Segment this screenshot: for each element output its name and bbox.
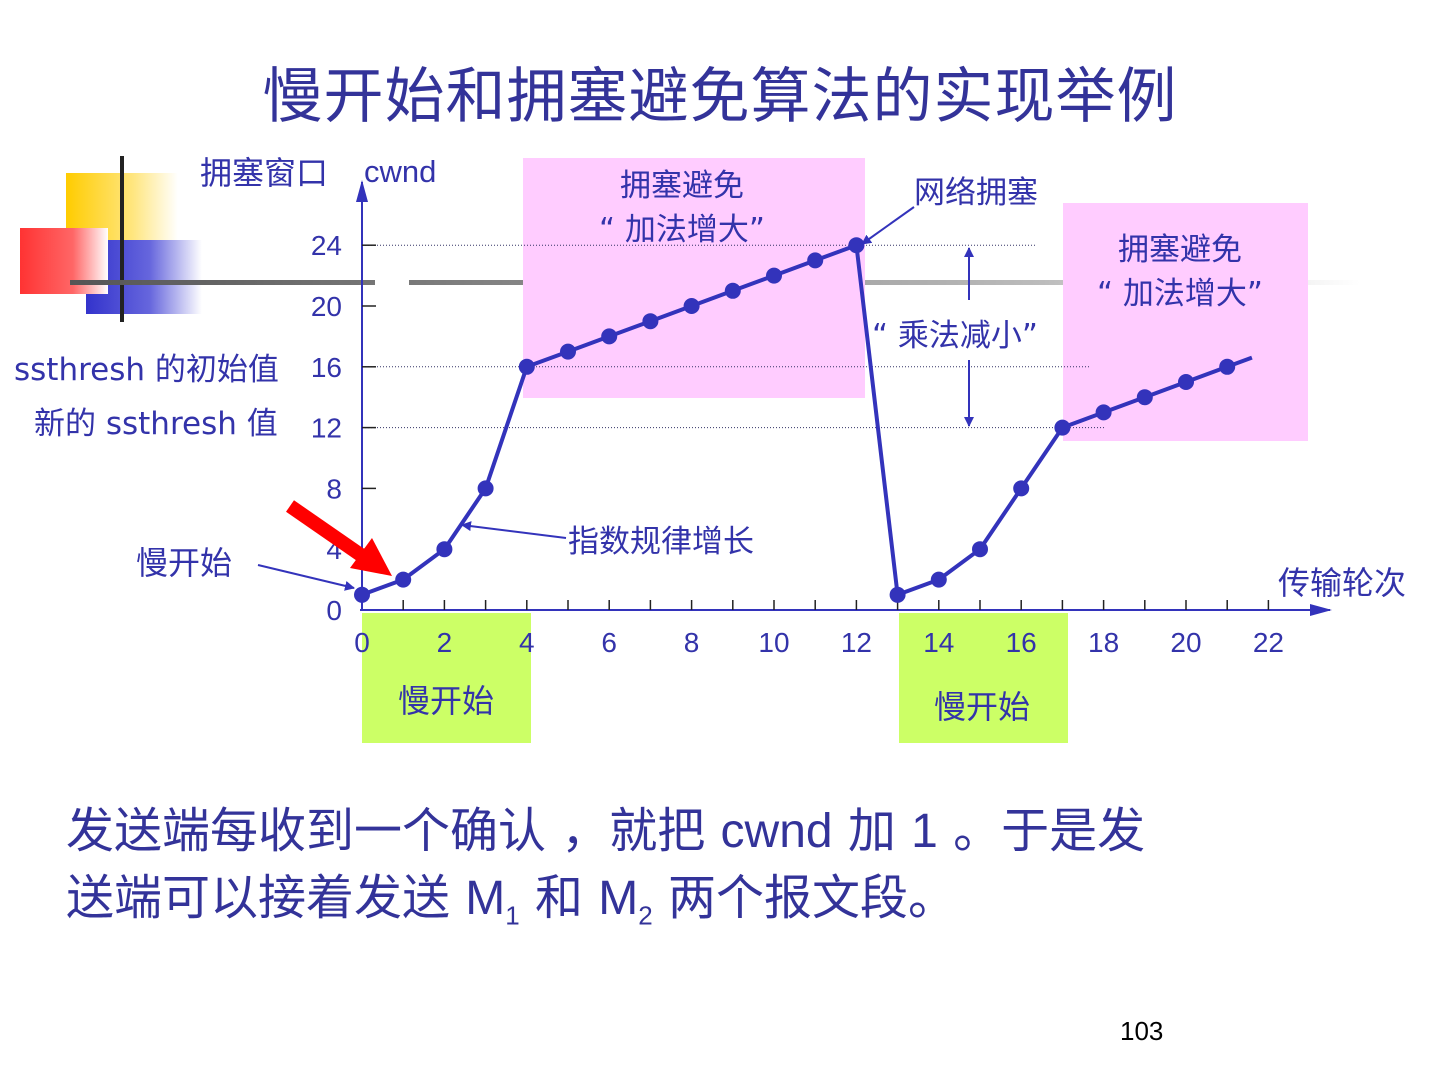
explanation-line-2: 送端可以接着发送 M1 和 M2 两个报文段。 bbox=[66, 865, 1386, 949]
x-tick-label: 4 bbox=[519, 627, 535, 658]
data-point bbox=[601, 328, 618, 345]
axes bbox=[356, 180, 1332, 616]
data-point bbox=[518, 358, 535, 375]
slide-title: 慢开始和拥塞避免算法的实现举例 bbox=[262, 62, 1178, 132]
slide-logo bbox=[20, 156, 202, 322]
x-tick-label: 2 bbox=[437, 627, 453, 658]
data-point bbox=[766, 267, 782, 284]
x-tick-label: 10 bbox=[758, 627, 789, 658]
data-point bbox=[972, 541, 988, 558]
x-ticks: 0 2 4 6 8 10 12 14 16 18 20 22 bbox=[354, 600, 1284, 658]
data-point bbox=[889, 586, 906, 603]
congestion-pointer bbox=[861, 206, 915, 245]
exponential-pointer bbox=[461, 521, 567, 539]
ca-box-2-subtitle: “ 加法增大” bbox=[1097, 276, 1263, 312]
red-arrow-icon bbox=[286, 500, 392, 576]
ss-box-2 bbox=[899, 613, 1068, 743]
data-point bbox=[560, 343, 576, 360]
text-m1: M bbox=[465, 872, 506, 925]
explanation-text: 发送端每收到一个确认 ，就把 cwnd 加 1 。于是发 送端可以接着发送 M1… bbox=[66, 798, 1386, 949]
text-m2: M bbox=[598, 872, 639, 925]
data-point bbox=[354, 586, 370, 603]
multiplicative-decrease-label: “ 乘法减小” bbox=[872, 318, 1038, 354]
congestion-label: 网络拥塞 bbox=[914, 175, 1038, 211]
text-cwnd: cwnd bbox=[720, 805, 833, 858]
data-point bbox=[683, 298, 700, 314]
y-tick-label: 20 bbox=[311, 291, 342, 322]
data-point bbox=[1013, 480, 1030, 497]
data-point bbox=[1219, 358, 1236, 375]
x-tick-label: 16 bbox=[1006, 627, 1037, 658]
exponential-growth-label: 指数规律增长 bbox=[568, 524, 754, 560]
data-point bbox=[724, 282, 741, 299]
text-part: 送端可以接着发送 bbox=[66, 870, 466, 926]
x-tick-label: 14 bbox=[923, 627, 954, 658]
slide-header-bar-gap bbox=[375, 278, 409, 287]
text-part: 两个报文段。 bbox=[652, 870, 956, 926]
x-tick-label: 8 bbox=[684, 627, 700, 658]
y-tick-label: 16 bbox=[311, 352, 342, 383]
data-point bbox=[477, 480, 494, 497]
x-tick-label: 12 bbox=[841, 627, 872, 658]
ca-box-2 bbox=[1063, 203, 1308, 441]
x-tick-label: 0 bbox=[354, 627, 370, 658]
text-one: 1 bbox=[911, 805, 938, 858]
data-point bbox=[1136, 389, 1153, 406]
text-part: 加 bbox=[832, 803, 912, 859]
data-point bbox=[436, 541, 453, 558]
explanation-line-1: 发送端每收到一个确认 ，就把 cwnd 加 1 。于是发 bbox=[66, 798, 1386, 865]
data-point bbox=[848, 237, 865, 254]
y-tick-label: 0 bbox=[326, 595, 342, 626]
data-point bbox=[807, 252, 824, 269]
y-tick-label: 8 bbox=[326, 473, 342, 504]
page-number: 103 bbox=[1120, 1016, 1164, 1046]
data-point bbox=[642, 313, 659, 330]
ss-box-1-label: 慢开始 bbox=[398, 682, 494, 720]
ss-box-2-label: 慢开始 bbox=[934, 688, 1030, 726]
slow-start-left-label: 慢开始 bbox=[136, 544, 232, 582]
ssthresh-initial-label: ssthresh 的初始值 bbox=[14, 352, 279, 388]
data-point bbox=[1178, 374, 1194, 390]
y-axis-label-cwnd: cwnd bbox=[364, 154, 436, 189]
subscript-2: 2 bbox=[638, 900, 653, 931]
data-points bbox=[354, 237, 1236, 603]
y-tick-label: 12 bbox=[311, 413, 342, 444]
y-tick-label: 24 bbox=[311, 230, 342, 261]
ca-box-1 bbox=[523, 158, 865, 398]
ca-box-1-title: 拥塞避免 bbox=[620, 168, 744, 204]
x-tick-label: 22 bbox=[1253, 627, 1284, 658]
data-point bbox=[1054, 419, 1071, 436]
y-axis-label: 拥塞窗口 bbox=[200, 154, 328, 192]
slow-start-pointer bbox=[257, 564, 355, 591]
text-part: 。于是发 bbox=[937, 803, 1146, 859]
data-point bbox=[1095, 404, 1112, 421]
x-tick-label: 18 bbox=[1088, 627, 1119, 658]
data-point bbox=[930, 571, 947, 588]
x-tick-label: 6 bbox=[601, 627, 617, 658]
subscript-1: 1 bbox=[505, 900, 520, 931]
ca-box-1-subtitle: “ 加法增大” bbox=[599, 212, 765, 248]
ss-box-1 bbox=[362, 613, 531, 743]
data-point bbox=[395, 571, 412, 588]
text-part: 发送端每收到一个确认 ，就把 bbox=[66, 803, 721, 859]
ca-box-2-title: 拥塞避免 bbox=[1118, 232, 1242, 268]
x-axis-label: 传输轮次 bbox=[1278, 564, 1406, 602]
ssthresh-new-label: 新的 ssthresh 值 bbox=[34, 406, 278, 442]
series-line bbox=[361, 243, 1228, 597]
x-tick-label: 20 bbox=[1170, 627, 1201, 658]
text-part: 和 bbox=[519, 870, 599, 926]
